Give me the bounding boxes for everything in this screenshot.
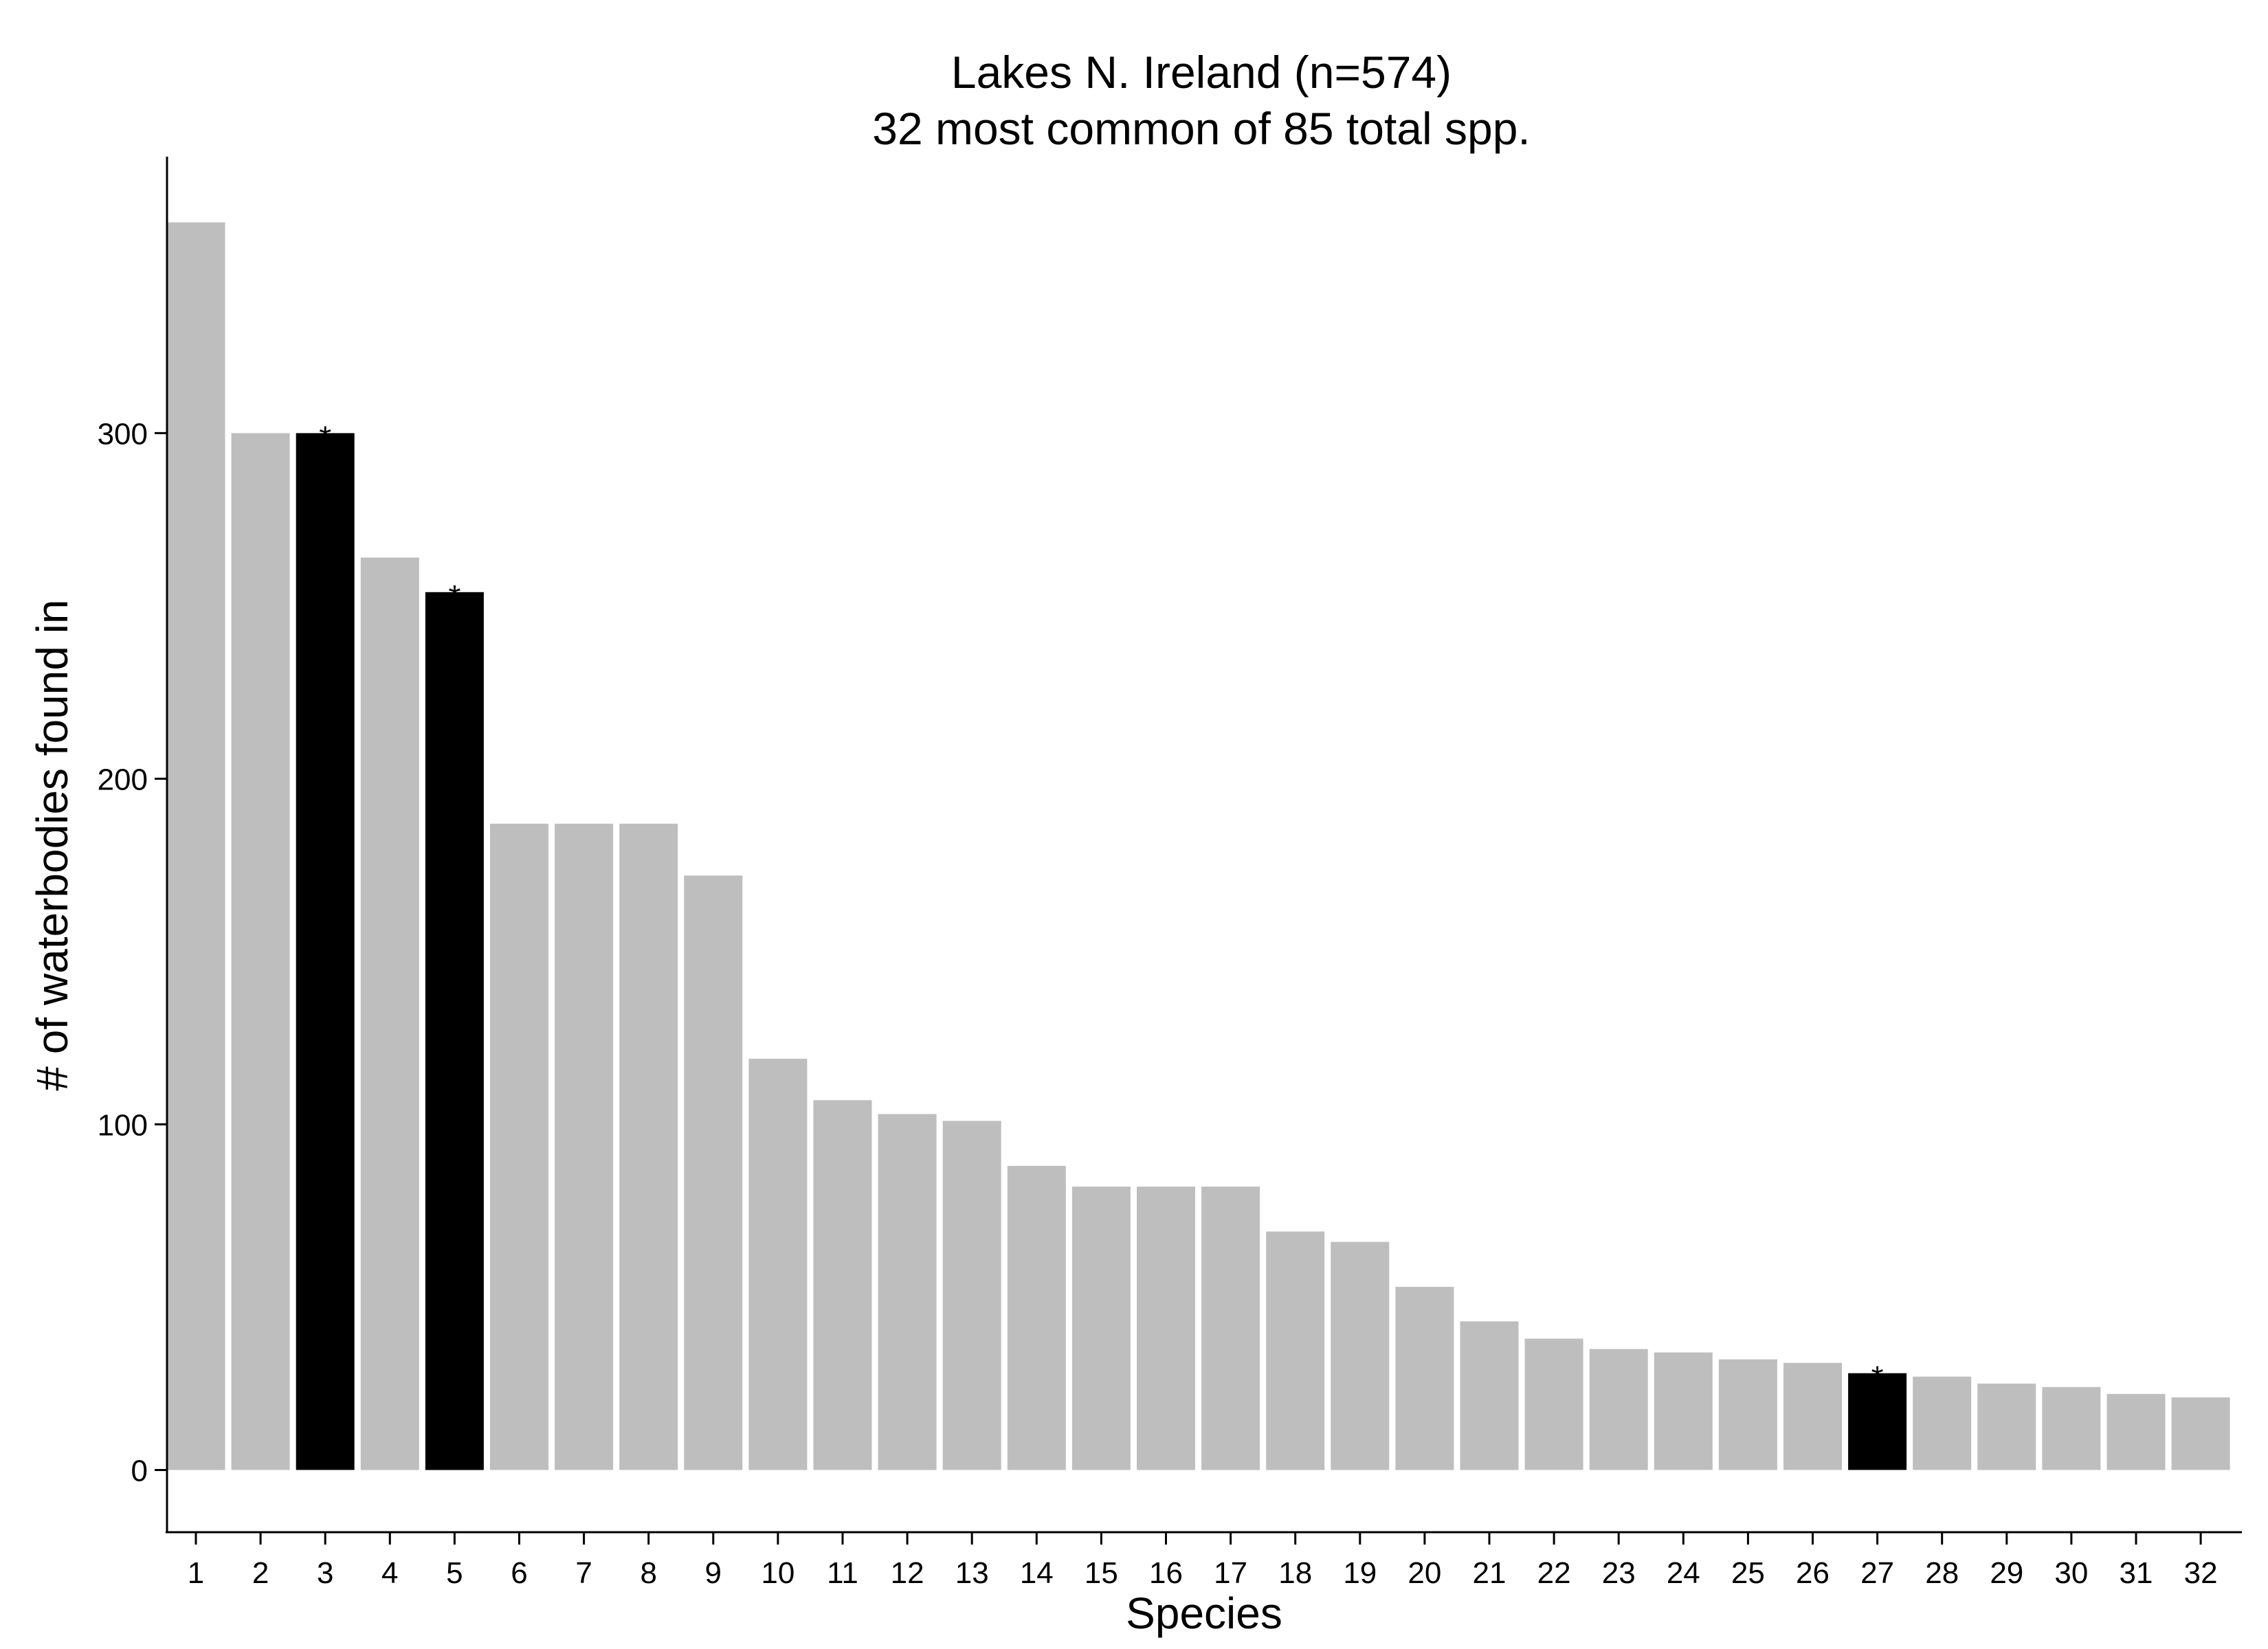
x-tick-label-26: 26 [1796,1556,1830,1590]
bar-species-9 [684,875,743,1470]
x-tick-label-4: 4 [381,1556,398,1590]
bar-species-14 [1007,1165,1066,1470]
bar-species-28 [1913,1376,1972,1470]
x-tick-label-12: 12 [891,1556,924,1590]
y-axis-title: # of waterbodies found in [27,599,77,1090]
x-tick-label-19: 19 [1343,1556,1377,1590]
bar-species-27 [1848,1373,1907,1470]
x-tick-label-2: 2 [252,1556,269,1590]
bar-species-30 [2042,1387,2101,1470]
bar-species-2 [231,433,290,1470]
bar-species-1 [166,222,225,1470]
bar-species-29 [1977,1383,2036,1470]
x-tick-label-24: 24 [1667,1556,1700,1590]
x-tick-label-28: 28 [1925,1556,1959,1590]
bar-species-16 [1137,1187,1195,1470]
bar-species-11 [813,1100,872,1470]
bar-species-12 [878,1114,937,1470]
significance-markers-group: * * * [319,419,1883,1395]
chart-subtitle: 32 most common of 85 total spp. [872,103,1530,154]
x-tick-label-14: 14 [1020,1556,1054,1590]
x-tick-label-3: 3 [317,1556,333,1590]
bar-species-13 [942,1121,1001,1470]
x-tick-label-8: 8 [640,1556,656,1590]
y-tick-label-0: 0 [131,1455,148,1488]
y-tick-label-200: 200 [98,763,148,796]
bar-species-17 [1201,1187,1260,1470]
x-tick-label-20: 20 [1408,1556,1441,1590]
bars-group [166,222,2230,1470]
x-tick-label-11: 11 [827,1556,858,1590]
y-tick-label-100: 100 [98,1108,148,1142]
x-tick-label-13: 13 [955,1556,989,1590]
x-axis-ticks: 1 2 3 4 5 6 7 8 9 10 11 12 13 14 15 16 17 18 19 20 21 22 23 24 2… [188,1532,2218,1590]
x-tick-label-22: 22 [1537,1556,1571,1590]
bar-species-32 [2171,1397,2230,1470]
x-tick-label-27: 27 [1860,1556,1894,1590]
x-tick-label-32: 32 [2184,1556,2218,1590]
bar-species-19 [1331,1242,1390,1470]
x-tick-label-30: 30 [2054,1556,2088,1590]
bar-species-25 [1718,1359,1777,1470]
x-tick-label-21: 21 [1473,1556,1507,1590]
x-tick-label-17: 17 [1214,1556,1247,1590]
x-tick-label-31: 31 [2120,1556,2153,1590]
bar-species-6 [490,823,548,1470]
bar-species-7 [555,823,614,1470]
bar-species-31 [2106,1393,2166,1470]
bar-species-15 [1071,1187,1131,1470]
significance-marker-5: * [448,579,460,614]
x-tick-label-29: 29 [1990,1556,2023,1590]
bar-species-21 [1460,1321,1519,1470]
bar-species-10 [748,1058,808,1470]
bar-species-8 [619,823,678,1470]
x-tick-label-5: 5 [446,1556,463,1590]
significance-marker-27: * [1871,1360,1884,1395]
x-axis-title: Species [1126,1589,1282,1638]
bar-species-18 [1266,1231,1325,1470]
bar-species-4 [360,557,419,1470]
x-tick-label-16: 16 [1149,1556,1183,1590]
bar-species-26 [1783,1362,1842,1470]
x-tick-label-9: 9 [705,1556,722,1590]
significance-marker-3: * [319,419,331,455]
x-tick-label-23: 23 [1602,1556,1636,1590]
bar-species-22 [1524,1338,1583,1470]
x-tick-label-25: 25 [1731,1556,1765,1590]
y-axis-ticks: 0 100 200 300 [98,417,167,1488]
y-tick-label-300: 300 [98,417,148,451]
x-tick-label-18: 18 [1278,1556,1312,1590]
bar-species-23 [1589,1349,1648,1470]
bar-species-20 [1395,1286,1454,1470]
chart-title: Lakes N. Ireland (n=574) [951,47,1452,98]
x-tick-label-15: 15 [1085,1556,1118,1590]
x-tick-label-6: 6 [511,1556,527,1590]
x-tick-label-10: 10 [761,1556,794,1590]
bar-species-3 [296,433,355,1470]
bar-species-5 [425,592,484,1470]
bar-species-24 [1654,1352,1713,1470]
x-tick-label-7: 7 [575,1556,592,1590]
x-tick-label-1: 1 [188,1556,204,1590]
